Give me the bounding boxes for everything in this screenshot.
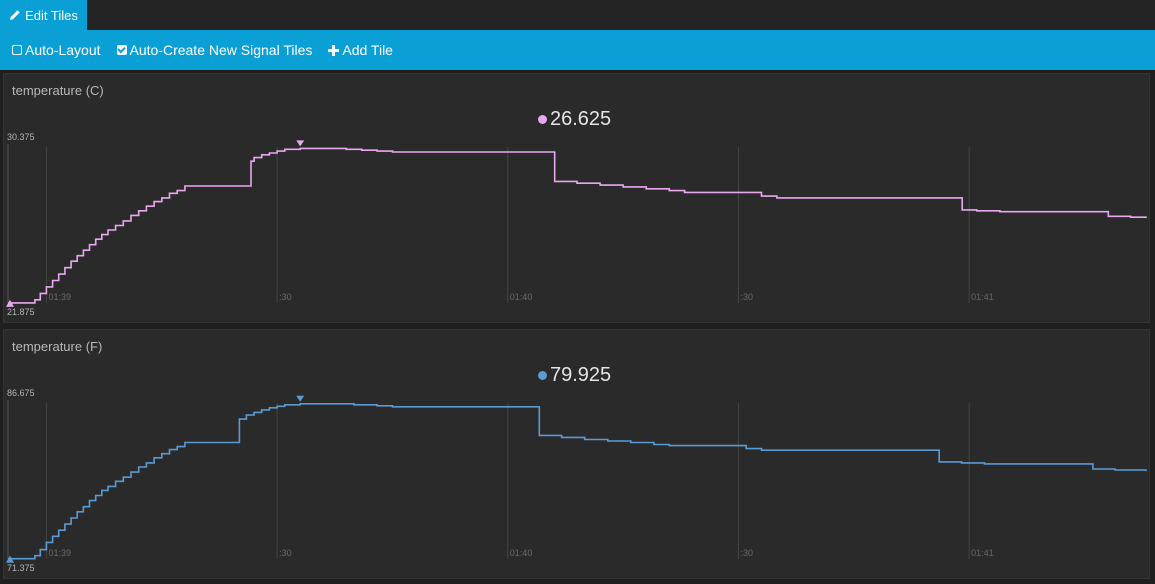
current-value: 26.625 [550,108,612,130]
signal-tile[interactable]: temperature (C) 26.625 01:39:30 01:40:30 0… [3,73,1150,323]
series-color-dot [538,371,547,380]
auto-create-checkbox[interactable] [116,45,127,55]
series-line [8,403,1147,560]
time-tick-label: 01:39 [48,292,71,302]
tile-toolbar: Auto-Layout Auto-Create New Signal Tiles… [0,30,1155,70]
time-tick-label: :30 [279,292,292,302]
min-marker [6,555,14,563]
tile-title: temperature (F) [12,339,103,354]
auto-create-label: Auto-Create New Signal Tiles [129,42,313,58]
add-tile-button[interactable]: Add Tile [328,42,393,58]
tile-title: temperature (C) [12,83,104,98]
signal-tile[interactable]: temperature (F) 79.925 01:39:30 01:40:30 0… [3,329,1150,579]
pencil-icon [10,10,20,20]
y-min-label: 21.875 [7,307,35,317]
time-tick-label: :30 [279,548,292,558]
auto-layout-label: Auto-Layout [25,42,101,58]
series-color-dot [538,115,547,124]
series-line [8,147,1147,304]
time-tick-label: 01:39 [48,548,71,558]
plus-icon [328,44,340,56]
current-value-readout: 26.625 [538,108,611,131]
top-bar: Edit Tiles [0,0,1155,30]
line-chart: 01:39 :30 01:40 :30 01:41 30.375 21.875 [6,132,1147,317]
auto-layout-checkbox[interactable] [12,45,22,55]
max-marker [296,140,305,147]
auto-create-toggle[interactable]: Auto-Create New Signal Tiles [116,42,313,58]
time-tick-label: 01:40 [510,292,533,302]
add-tile-label: Add Tile [342,42,393,58]
min-marker [6,299,14,307]
time-tick-label: :30 [740,292,753,302]
current-value-readout: 79.925 [538,364,611,387]
time-tick-label: 01:41 [971,292,994,302]
time-tick-label: :30 [740,548,753,558]
time-tick-label: 01:40 [510,548,533,558]
current-value: 79.925 [550,364,612,386]
line-chart: 01:39 :30 01:40 :30 01:41 86.675 71.375 [6,388,1147,573]
y-max-label: 30.375 [7,132,35,142]
edit-tiles-button[interactable]: Edit Tiles [0,0,87,30]
auto-layout-toggle[interactable]: Auto-Layout [12,42,101,58]
max-marker [296,395,305,402]
y-max-label: 86.675 [7,388,35,398]
y-min-label: 71.375 [7,563,35,573]
time-tick-label: 01:41 [971,548,994,558]
edit-tiles-label: Edit Tiles [25,7,78,23]
